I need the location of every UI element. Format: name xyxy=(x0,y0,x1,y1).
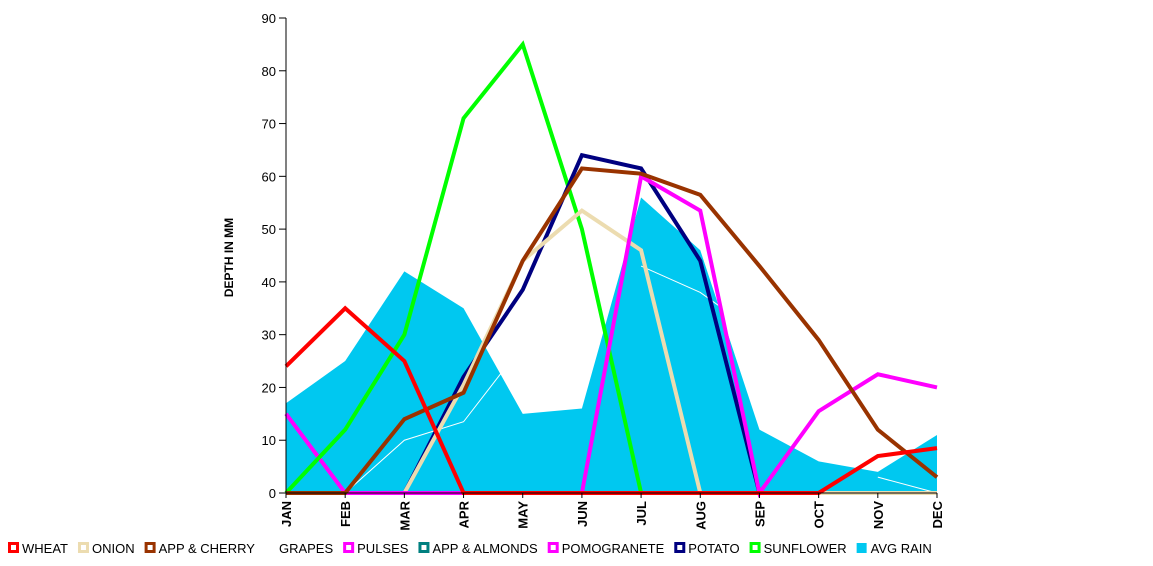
legend-item-avg-rain: AVG RAIN xyxy=(856,541,932,556)
y-axis-title: DEPTH IN MM xyxy=(222,218,236,297)
y-tick-label: 70 xyxy=(262,117,276,132)
legend-swatch xyxy=(856,543,867,553)
y-axis: 0 10 20 30 40 50 60 70 80 90 xyxy=(262,11,287,501)
legend-label: GRAPES xyxy=(279,541,334,556)
legend-swatch xyxy=(77,542,89,553)
x-axis: JAN FEB MAR APR MAY JUN JUL AUG SEP OCT NOV DEC xyxy=(279,492,945,531)
legend-label: ONION xyxy=(92,541,135,556)
legend-swatch xyxy=(547,542,559,553)
x-tick-label: DEC xyxy=(930,500,945,528)
legend-item-potato: POTATO xyxy=(674,541,740,556)
plot-area xyxy=(284,40,939,498)
x-tick-label: APR xyxy=(457,500,472,528)
legend-swatch xyxy=(674,542,686,553)
y-tick-label: 40 xyxy=(262,275,276,290)
x-tick-label: MAY xyxy=(516,501,531,529)
legend-label: APP & CHERRY xyxy=(159,541,256,556)
legend-swatch xyxy=(749,542,761,553)
legend-item-wheat: WHEAT xyxy=(8,541,68,556)
legend-item-onion: ONION xyxy=(77,541,135,556)
x-tick-label: OCT xyxy=(812,501,827,529)
legend-label: POTATO xyxy=(688,541,739,556)
x-tick-label: JUN xyxy=(575,501,590,527)
x-tick-label: MAR xyxy=(397,500,412,530)
legend-item-app-and-cherry: APP & CHERRY xyxy=(144,541,256,556)
x-tick-label: JUL xyxy=(634,501,649,526)
x-tick-label: NOV xyxy=(871,501,886,530)
legend-swatch xyxy=(418,542,430,553)
x-tick-label: AUG xyxy=(693,501,708,530)
x-tick-label: SEP xyxy=(752,501,767,527)
legend-item-pomogranete: POMOGRANETE xyxy=(547,541,665,556)
legend-swatch xyxy=(8,542,19,553)
y-tick-label: 10 xyxy=(262,433,276,448)
y-tick-label: 60 xyxy=(262,169,276,184)
legend-label: POMOGRANETE xyxy=(562,541,665,556)
legend-label: PULSES xyxy=(357,541,409,556)
legend-item-app-and-almonds: APP & ALMONDS xyxy=(418,541,538,556)
legend-item-pulses: PULSES xyxy=(343,541,409,556)
legend-label: AVG RAIN xyxy=(871,541,932,556)
legend: WHEAT ONION APP & CHERRY GRAPES PULSES APP & … xyxy=(8,541,932,556)
y-tick-label: 0 xyxy=(269,486,276,501)
y-tick-label: 90 xyxy=(262,11,276,26)
legend-label: APP & ALMONDS xyxy=(432,541,538,556)
legend-swatch xyxy=(144,542,156,553)
x-tick-label: JAN xyxy=(279,501,294,527)
legend-swatch xyxy=(264,542,276,553)
legend-item-sunflower: SUNFLOWER xyxy=(749,541,847,556)
legend-item-grapes: GRAPES xyxy=(264,541,334,556)
legend-swatch xyxy=(343,542,355,553)
series-line-app-and-cherry xyxy=(286,166,939,495)
y-tick-label: 80 xyxy=(262,64,276,79)
y-tick-label: 30 xyxy=(262,328,276,343)
legend-label: SUNFLOWER xyxy=(764,541,847,556)
y-tick-label: 50 xyxy=(262,222,276,237)
y-tick-label: 20 xyxy=(262,380,276,395)
x-tick-label: FEB xyxy=(338,501,353,527)
legend-label: WHEAT xyxy=(22,541,68,556)
